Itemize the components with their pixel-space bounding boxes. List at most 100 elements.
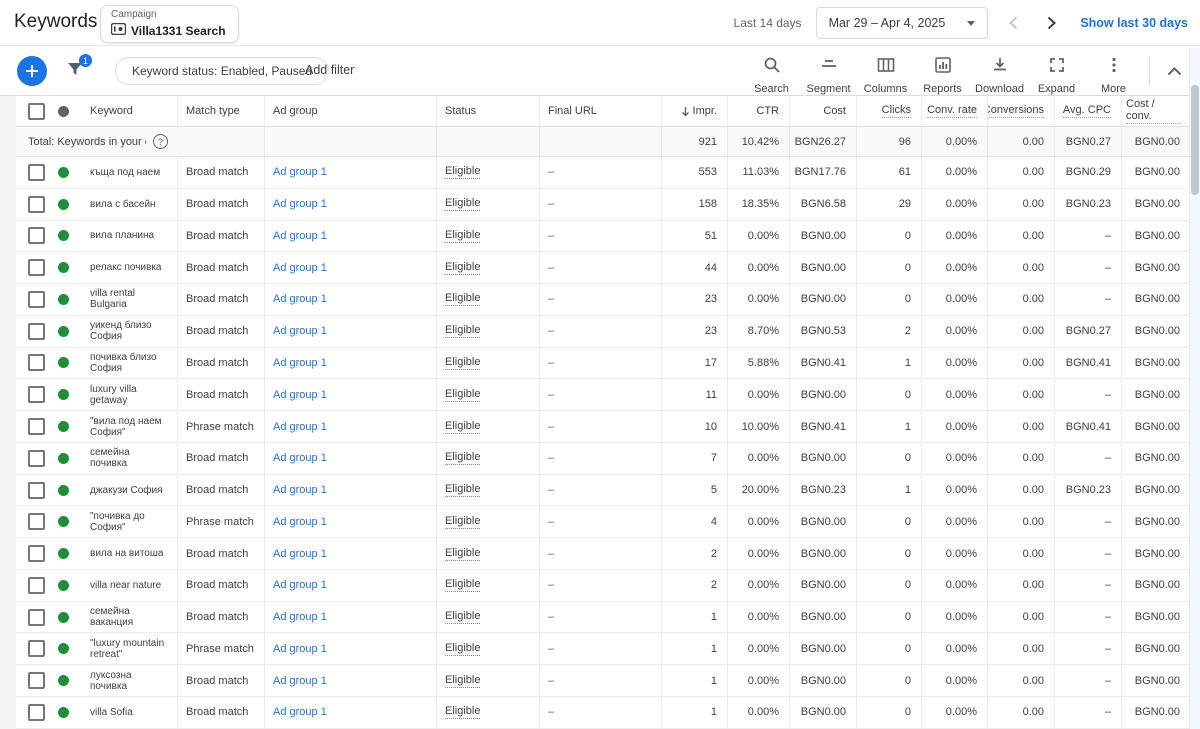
ad-group-link[interactable]: Ad group 1 [273, 421, 327, 433]
vertical-scrollbar-thumb[interactable] [1191, 85, 1199, 195]
status-value[interactable]: Eligible [445, 674, 480, 688]
ad-group-link[interactable]: Ad group 1 [273, 516, 327, 528]
row-checkbox[interactable] [28, 323, 45, 340]
ad-group-link[interactable]: Ad group 1 [273, 579, 327, 591]
status-value[interactable]: Eligible [445, 420, 480, 434]
status-value[interactable]: Eligible [445, 483, 480, 497]
status-value[interactable]: Eligible [445, 165, 480, 179]
row-checkbox[interactable] [28, 227, 45, 244]
reports-button[interactable]: Reports [914, 52, 971, 95]
segment-button[interactable]: Segment [800, 52, 857, 95]
status-dot-icon[interactable] [58, 389, 69, 400]
header-impr[interactable]: Impr. [662, 96, 728, 126]
row-checkbox[interactable] [28, 672, 45, 689]
status-dot-icon[interactable] [58, 453, 69, 464]
ad-group-link[interactable]: Ad group 1 [273, 452, 327, 464]
status-dot-icon[interactable] [58, 580, 69, 591]
header-keyword[interactable]: Keyword [90, 96, 178, 126]
ad-group-link[interactable]: Ad group 1 [273, 548, 327, 560]
ad-group-link[interactable]: Ad group 1 [273, 706, 327, 718]
status-dot-icon[interactable] [58, 199, 69, 210]
ad-group-link[interactable]: Ad group 1 [273, 675, 327, 687]
row-checkbox[interactable] [28, 482, 45, 499]
status-dot-icon[interactable] [58, 357, 69, 368]
collapse-table-button[interactable] [1162, 61, 1186, 81]
header-cost[interactable]: Cost [790, 96, 857, 126]
date-range-picker[interactable]: Mar 29 – Apr 4, 2025 [816, 7, 989, 39]
more-button[interactable]: More [1085, 52, 1142, 95]
add-filter-button[interactable]: Add filter [305, 63, 354, 77]
status-dot-icon[interactable] [58, 485, 69, 496]
row-checkbox[interactable] [28, 450, 45, 467]
header-ad-group[interactable]: Ad group [265, 96, 437, 126]
ad-group-link[interactable]: Ad group 1 [273, 357, 327, 369]
status-value[interactable]: Eligible [445, 610, 480, 624]
header-status[interactable]: Status [437, 96, 540, 126]
header-clicks[interactable]: Clicks [857, 96, 922, 126]
status-value[interactable]: Eligible [445, 547, 480, 561]
ad-group-link[interactable]: Ad group 1 [273, 293, 327, 305]
next-period-button[interactable] [1038, 10, 1064, 36]
ad-group-link[interactable]: Ad group 1 [273, 484, 327, 496]
header-final-url[interactable]: Final URL [540, 96, 662, 126]
status-dot-icon[interactable] [58, 421, 69, 432]
status-dot-icon[interactable] [58, 294, 69, 305]
campaign-selector[interactable]: Campaign Villa1331 Search [100, 5, 239, 43]
status-dot-icon[interactable] [58, 643, 69, 654]
status-value[interactable]: Eligible [445, 578, 480, 592]
row-checkbox[interactable] [28, 386, 45, 403]
ad-group-link[interactable]: Ad group 1 [273, 611, 327, 623]
header-conv-rate[interactable]: Conv. rate [922, 96, 988, 126]
status-dot-icon[interactable] [58, 548, 69, 559]
header-cost-conv[interactable]: Cost / conv. [1122, 96, 1190, 126]
status-value[interactable]: Eligible [445, 515, 480, 529]
ad-group-link[interactable]: Ad group 1 [273, 643, 327, 655]
row-checkbox[interactable] [28, 259, 45, 276]
status-dot-icon[interactable] [58, 167, 69, 178]
row-checkbox[interactable] [28, 609, 45, 626]
status-value[interactable]: Eligible [445, 261, 480, 275]
row-checkbox[interactable] [28, 640, 45, 657]
columns-button[interactable]: Columns [857, 52, 914, 95]
ad-group-link[interactable]: Ad group 1 [273, 325, 327, 337]
status-dot-icon[interactable] [58, 262, 69, 273]
header-ctr[interactable]: CTR [728, 96, 790, 126]
status-value[interactable]: Eligible [445, 451, 480, 465]
keyword-status-filter-chip[interactable]: Keyword status: Enabled, Paused [115, 57, 329, 85]
status-dot-icon[interactable] [58, 612, 69, 623]
status-value[interactable]: Eligible [445, 292, 480, 306]
row-checkbox[interactable] [28, 196, 45, 213]
row-checkbox[interactable] [28, 164, 45, 181]
row-checkbox[interactable] [28, 291, 45, 308]
status-dot-icon[interactable] [58, 230, 69, 241]
expand-button[interactable]: Expand [1028, 52, 1085, 95]
add-keyword-button[interactable] [17, 56, 47, 86]
ad-group-link[interactable]: Ad group 1 [273, 389, 327, 401]
status-dot-icon[interactable] [58, 326, 69, 337]
status-value[interactable]: Eligible [445, 705, 480, 719]
status-value[interactable]: Eligible [445, 642, 480, 656]
row-checkbox[interactable] [28, 577, 45, 594]
header-match-type[interactable]: Match type [178, 96, 265, 126]
search-button[interactable]: Search [743, 52, 800, 95]
status-value[interactable]: Eligible [445, 197, 480, 211]
status-dot-icon[interactable] [58, 516, 69, 527]
ad-group-link[interactable]: Ad group 1 [273, 230, 327, 242]
status-value[interactable]: Eligible [445, 356, 480, 370]
download-button[interactable]: Download [971, 52, 1028, 95]
status-value[interactable]: Eligible [445, 324, 480, 338]
ad-group-link[interactable]: Ad group 1 [273, 166, 327, 178]
status-value[interactable]: Eligible [445, 229, 480, 243]
filter-funnel-button[interactable]: 1 [66, 60, 90, 84]
status-dot-icon[interactable] [58, 707, 69, 718]
help-icon[interactable]: ? [153, 134, 168, 149]
header-avg-cpc[interactable]: Avg. CPC [1055, 96, 1122, 126]
status-value[interactable]: Eligible [445, 388, 480, 402]
row-checkbox[interactable] [28, 704, 45, 721]
row-checkbox[interactable] [28, 418, 45, 435]
previous-period-button[interactable] [1000, 10, 1026, 36]
select-all-checkbox[interactable] [28, 103, 45, 120]
row-checkbox[interactable] [28, 545, 45, 562]
row-checkbox[interactable] [28, 354, 45, 371]
row-checkbox[interactable] [28, 513, 45, 530]
